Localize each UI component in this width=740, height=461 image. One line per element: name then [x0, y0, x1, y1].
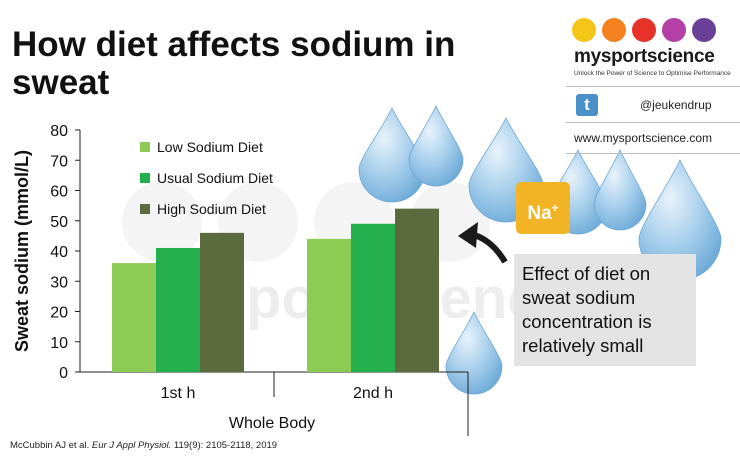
brand-dot — [632, 18, 656, 42]
bar — [156, 247, 200, 372]
citation: McCubbin AJ et al. Eur J Appl Physiol. 1… — [10, 440, 277, 451]
x-tick-label: 1st h — [161, 385, 196, 402]
chart-title: How diet affects sodium in sweat — [12, 25, 456, 102]
y-tick-label: 0 — [59, 365, 68, 382]
divider — [566, 86, 740, 87]
y-tick-label: 50 — [50, 214, 68, 231]
bar — [112, 263, 156, 372]
brand-dot — [572, 18, 596, 42]
divider — [566, 153, 740, 154]
arrow-head-icon — [458, 222, 478, 248]
y-tick-label: 60 — [50, 184, 68, 201]
y-tick-label: 70 — [50, 153, 68, 170]
twitter-handle[interactable]: @jeukendrup — [640, 98, 712, 112]
water-drop-icon — [593, 149, 647, 231]
brand-tagline: Unlock the Power of Science to Optimise … — [574, 70, 731, 77]
legend-swatch — [140, 173, 150, 183]
annotation-box: Effect of diet on sweat sodium concentra… — [514, 254, 696, 366]
brand-dot — [602, 18, 626, 42]
legend-swatch — [140, 204, 150, 214]
bar — [307, 238, 351, 372]
citation-authors: McCubbin AJ et al. — [10, 440, 92, 451]
brand-name: mysportscience — [574, 46, 715, 67]
water-drops — [358, 105, 722, 395]
twitter-icon[interactable]: t — [576, 94, 598, 116]
sodium-badge-text: Na — [527, 203, 552, 224]
legend-label: Low Sodium Diet — [157, 139, 263, 155]
brand-logo-dots — [572, 18, 716, 42]
water-drop-icon — [445, 311, 503, 395]
y-tick-label: 80 — [50, 123, 68, 140]
y-tick-label: 10 — [50, 335, 68, 352]
water-drop-icon — [408, 105, 464, 187]
divider — [566, 122, 740, 123]
bar — [200, 232, 244, 372]
x-tick-label: 2nd h — [353, 385, 393, 402]
legend-label: High Sodium Diet — [157, 201, 266, 217]
citation-details: 119(9): 2105-2118, 2019 — [171, 440, 278, 451]
y-tick-label: 30 — [50, 274, 68, 291]
citation-journal: Eur J Appl Physiol. — [91, 440, 172, 451]
bar — [395, 208, 439, 372]
sodium-badge-charge: + — [551, 201, 559, 215]
x-axis-label: Whole Body — [229, 415, 315, 432]
website-link[interactable]: www.mysportscience.com — [574, 131, 713, 145]
brand-dot — [692, 18, 716, 42]
legend-label: Usual Sodium Diet — [157, 170, 273, 186]
bar — [351, 223, 395, 372]
brand-dot — [662, 18, 686, 42]
legend-swatch — [140, 142, 150, 152]
y-tick-label: 20 — [50, 305, 68, 322]
sodium-badge: Na+ — [516, 182, 570, 234]
y-axis-label: Sweat sodium (mmol/L) — [12, 150, 32, 352]
y-tick-label: 40 — [50, 244, 68, 261]
